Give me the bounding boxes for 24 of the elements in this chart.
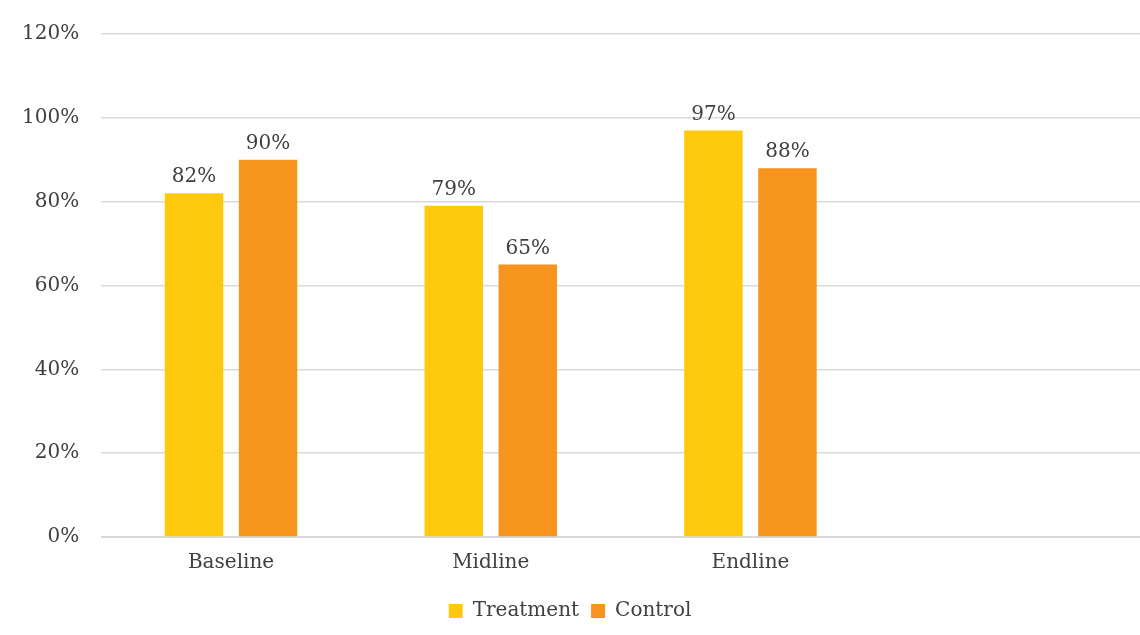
bar xyxy=(684,130,743,537)
data-label: 97% xyxy=(691,100,736,125)
y-tick-label: 120% xyxy=(21,20,80,45)
y-tick-label: 80% xyxy=(34,187,80,212)
x-tick-label: Midline xyxy=(452,549,530,574)
bar xyxy=(238,159,298,537)
data-label: 88% xyxy=(765,138,810,163)
x-tick-label: Endline xyxy=(711,549,790,574)
data-label: 65% xyxy=(505,234,550,259)
bar xyxy=(498,264,557,537)
legend-label: Control xyxy=(615,597,692,622)
bar xyxy=(164,193,224,537)
data-label: 90% xyxy=(245,129,291,154)
bar xyxy=(758,168,817,537)
y-tick-label: 60% xyxy=(34,271,80,296)
y-tick-label: 40% xyxy=(34,355,80,380)
data-label: 79% xyxy=(431,176,476,201)
y-tick-label: 100% xyxy=(21,104,80,129)
data-label: 82% xyxy=(171,163,217,188)
y-tick-label: 20% xyxy=(34,439,80,464)
legend-label: Treatment xyxy=(472,597,580,622)
y-tick-label: 0% xyxy=(47,523,80,548)
bar xyxy=(424,205,483,537)
x-tick-label: Baseline xyxy=(187,549,275,574)
